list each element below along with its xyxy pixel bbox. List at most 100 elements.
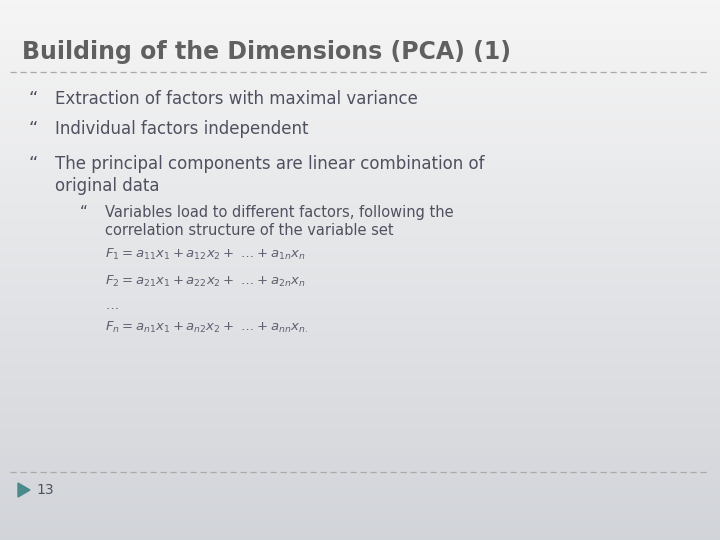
- Bar: [0, 373, 720, 375]
- Bar: [0, 140, 720, 143]
- Bar: [0, 397, 720, 400]
- Bar: [0, 76, 720, 78]
- Text: original data: original data: [55, 177, 160, 195]
- Bar: [0, 49, 720, 51]
- Bar: [0, 383, 720, 386]
- Bar: [0, 251, 720, 254]
- Bar: [0, 432, 720, 435]
- Bar: [0, 178, 720, 181]
- Bar: [0, 402, 720, 405]
- Bar: [0, 78, 720, 81]
- Text: 13: 13: [36, 483, 53, 497]
- Bar: [0, 346, 720, 348]
- Bar: [0, 73, 720, 76]
- Bar: [0, 243, 720, 246]
- Bar: [0, 324, 720, 327]
- Bar: [0, 205, 720, 208]
- Text: Individual factors independent: Individual factors independent: [55, 120, 308, 138]
- Bar: [0, 462, 720, 464]
- Bar: [0, 32, 720, 35]
- Text: “: “: [28, 120, 37, 138]
- Bar: [0, 165, 720, 167]
- Bar: [0, 238, 720, 240]
- Bar: [0, 89, 720, 92]
- Bar: [0, 329, 720, 332]
- Bar: [0, 81, 720, 84]
- Bar: [0, 513, 720, 516]
- Bar: [0, 211, 720, 213]
- Bar: [0, 124, 720, 127]
- Bar: [0, 68, 720, 70]
- Bar: [0, 516, 720, 518]
- Bar: [0, 470, 720, 472]
- Text: “: “: [28, 90, 37, 108]
- Bar: [0, 478, 720, 481]
- Bar: [0, 246, 720, 248]
- Bar: [0, 364, 720, 367]
- Bar: [0, 367, 720, 370]
- Bar: [0, 84, 720, 86]
- Bar: [0, 122, 720, 124]
- Bar: [0, 111, 720, 113]
- Bar: [0, 500, 720, 502]
- Bar: [0, 62, 720, 65]
- Bar: [0, 532, 720, 535]
- Bar: [0, 159, 720, 162]
- Bar: [0, 184, 720, 186]
- Bar: [0, 224, 720, 227]
- Bar: [0, 319, 720, 321]
- Bar: [0, 526, 720, 529]
- Bar: [0, 292, 720, 294]
- Bar: [0, 392, 720, 394]
- Bar: [0, 151, 720, 154]
- Text: correlation structure of the variable set: correlation structure of the variable se…: [105, 223, 394, 238]
- Bar: [0, 537, 720, 540]
- Bar: [0, 475, 720, 478]
- Bar: [0, 113, 720, 116]
- Bar: [0, 505, 720, 508]
- Bar: [0, 464, 720, 467]
- Bar: [0, 351, 720, 354]
- Bar: [0, 132, 720, 135]
- Bar: [0, 521, 720, 524]
- Bar: [0, 381, 720, 383]
- Bar: [0, 267, 720, 270]
- Bar: [0, 497, 720, 500]
- Bar: [0, 378, 720, 381]
- Bar: [0, 24, 720, 27]
- Bar: [0, 65, 720, 68]
- Bar: [0, 219, 720, 221]
- Bar: [0, 57, 720, 59]
- Bar: [0, 262, 720, 265]
- Bar: [0, 221, 720, 224]
- Bar: [0, 281, 720, 284]
- Bar: [0, 146, 720, 148]
- Text: $F_1 = a_{11}x_1 + a_{12}x_2 + \ \ldots + a_{1n}x_n$: $F_1 = a_{11}x_1 + a_{12}x_2 + \ \ldots …: [105, 247, 305, 262]
- Bar: [0, 189, 720, 192]
- Bar: [0, 46, 720, 49]
- Bar: [0, 43, 720, 46]
- Bar: [0, 230, 720, 232]
- Bar: [0, 248, 720, 251]
- Bar: [0, 54, 720, 57]
- Bar: [0, 119, 720, 122]
- Bar: [0, 0, 720, 3]
- Bar: [0, 343, 720, 346]
- Bar: [0, 370, 720, 373]
- Bar: [0, 408, 720, 410]
- Bar: [0, 232, 720, 235]
- Bar: [0, 386, 720, 389]
- Bar: [0, 202, 720, 205]
- Bar: [0, 19, 720, 22]
- Bar: [0, 70, 720, 73]
- Bar: [0, 518, 720, 521]
- Bar: [0, 394, 720, 397]
- Bar: [0, 454, 720, 456]
- Bar: [0, 459, 720, 462]
- Bar: [0, 27, 720, 30]
- Bar: [0, 354, 720, 356]
- Bar: [0, 510, 720, 513]
- Bar: [0, 356, 720, 359]
- Bar: [0, 313, 720, 316]
- Bar: [0, 427, 720, 429]
